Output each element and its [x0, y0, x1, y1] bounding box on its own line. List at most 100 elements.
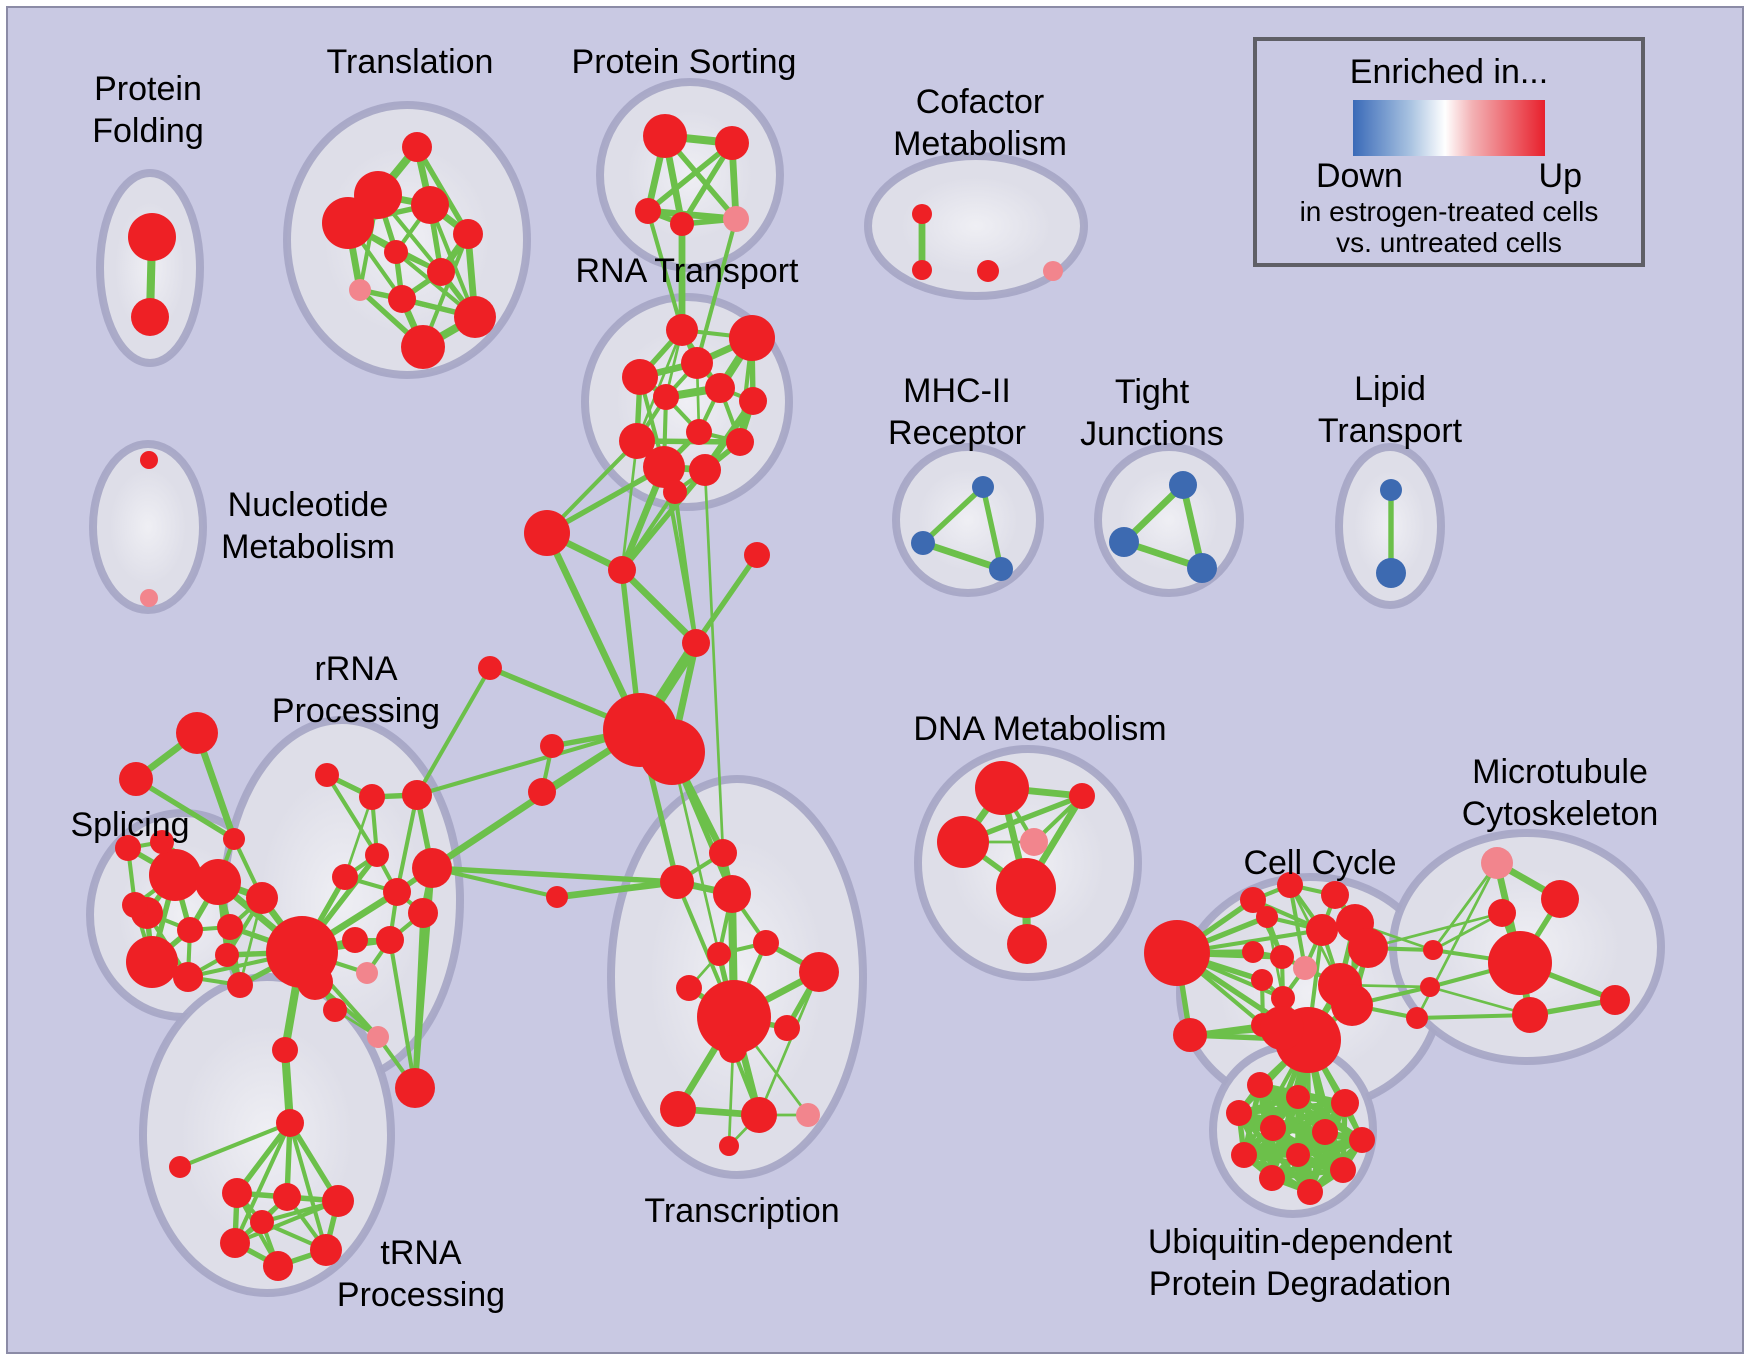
geneset-node-rna-transport[interactable] — [622, 359, 658, 395]
geneset-node-connectors[interactable] — [682, 629, 710, 657]
geneset-node-rna-transport[interactable] — [705, 373, 735, 403]
geneset-node-cell-cycle[interactable] — [1260, 1006, 1304, 1050]
geneset-node-rrna-processing[interactable] — [376, 926, 404, 954]
geneset-node-cofactor-metabolism[interactable] — [912, 204, 932, 224]
geneset-node-connectors[interactable] — [176, 712, 218, 754]
geneset-node-rrna-processing[interactable] — [365, 843, 389, 867]
geneset-node-ubiquitin-degradation[interactable] — [1259, 1165, 1285, 1191]
geneset-node-translation[interactable] — [427, 258, 455, 286]
geneset-node-splicing[interactable] — [215, 943, 239, 967]
geneset-node-cofactor-metabolism[interactable] — [977, 260, 999, 282]
geneset-node-splicing[interactable] — [195, 859, 241, 905]
geneset-node-trna-processing[interactable] — [322, 1185, 354, 1217]
geneset-node-ubiquitin-degradation[interactable] — [1286, 1085, 1310, 1109]
geneset-node-lipid-transport[interactable] — [1380, 479, 1402, 501]
geneset-node-transcription[interactable] — [796, 1103, 820, 1127]
geneset-node-transcription[interactable] — [774, 1015, 800, 1041]
geneset-node-transcription[interactable] — [709, 839, 737, 867]
geneset-node-connectors[interactable] — [546, 886, 568, 908]
geneset-node-rna-transport[interactable] — [686, 419, 712, 445]
geneset-node-rna-transport[interactable] — [653, 384, 679, 410]
geneset-node-transcription[interactable] — [753, 930, 779, 956]
geneset-node-microtubule-cytoskeleton[interactable] — [1600, 985, 1630, 1015]
geneset-node-translation[interactable] — [402, 132, 432, 162]
geneset-node-tight-junctions[interactable] — [1109, 527, 1139, 557]
geneset-node-translation[interactable] — [453, 219, 483, 249]
geneset-node-protein-sorting[interactable] — [723, 206, 749, 232]
geneset-node-rna-transport[interactable] — [643, 446, 685, 488]
geneset-node-cell-cycle[interactable] — [1240, 887, 1266, 913]
geneset-node-translation[interactable] — [384, 240, 408, 264]
geneset-node-dna-metabolism[interactable] — [1020, 828, 1048, 856]
geneset-node-cell-cycle[interactable] — [1331, 984, 1373, 1026]
geneset-node-transcription[interactable] — [697, 980, 771, 1054]
geneset-node-ubiquitin-degradation[interactable] — [1349, 1127, 1375, 1153]
geneset-node-rrna-processing[interactable] — [408, 898, 438, 928]
geneset-node-splicing[interactable] — [227, 972, 253, 998]
geneset-node-connectors[interactable] — [223, 828, 245, 850]
geneset-node-ubiquitin-degradation[interactable] — [1312, 1119, 1338, 1145]
geneset-node-dna-metabolism[interactable] — [1007, 924, 1047, 964]
geneset-node-translation[interactable] — [411, 186, 449, 224]
geneset-node-rrna-processing[interactable] — [367, 1026, 389, 1048]
geneset-node-rna-transport[interactable] — [726, 428, 754, 456]
geneset-node-transcription[interactable] — [719, 1035, 747, 1063]
geneset-node-trna-processing[interactable] — [276, 1109, 304, 1137]
geneset-node-splicing[interactable] — [122, 892, 148, 918]
geneset-node-ubiquitin-degradation[interactable] — [1260, 1115, 1286, 1141]
geneset-node-rna-transport[interactable] — [689, 454, 721, 486]
geneset-node-trna-processing[interactable] — [169, 1156, 191, 1178]
geneset-node-connectors[interactable] — [528, 778, 556, 806]
geneset-node-rrna-processing[interactable] — [315, 763, 339, 787]
geneset-node-rna-transport[interactable] — [619, 423, 655, 459]
geneset-node-microtubule-cytoskeleton[interactable] — [1488, 899, 1516, 927]
geneset-node-connectors[interactable] — [639, 719, 705, 785]
geneset-node-cell-cycle[interactable] — [1242, 941, 1264, 963]
geneset-node-trna-processing[interactable] — [250, 1210, 274, 1234]
geneset-node-microtubule-cytoskeleton[interactable] — [1423, 940, 1443, 960]
geneset-node-mhc-ii-receptor[interactable] — [911, 531, 935, 555]
geneset-node-microtubule-cytoskeleton[interactable] — [1541, 880, 1579, 918]
geneset-node-rrna-processing[interactable] — [323, 998, 347, 1022]
geneset-node-transcription[interactable] — [741, 1097, 777, 1133]
geneset-node-cofactor-metabolism[interactable] — [912, 260, 932, 280]
geneset-node-protein-sorting[interactable] — [643, 114, 687, 158]
geneset-node-rna-transport[interactable] — [666, 314, 698, 346]
geneset-node-dna-metabolism[interactable] — [996, 858, 1056, 918]
geneset-node-splicing[interactable] — [246, 882, 278, 914]
geneset-node-cell-cycle[interactable] — [1256, 906, 1278, 928]
geneset-node-cell-cycle[interactable] — [1321, 881, 1349, 909]
geneset-node-transcription[interactable] — [713, 875, 751, 913]
geneset-node-ubiquitin-degradation[interactable] — [1286, 1143, 1310, 1167]
geneset-node-splicing[interactable] — [173, 962, 203, 992]
geneset-node-connectors[interactable] — [744, 542, 770, 568]
geneset-node-ubiquitin-degradation[interactable] — [1226, 1100, 1252, 1126]
geneset-node-trna-processing[interactable] — [310, 1234, 342, 1266]
geneset-node-cell-cycle[interactable] — [1270, 945, 1294, 969]
geneset-node-transcription[interactable] — [660, 1091, 696, 1127]
geneset-node-rrna-processing[interactable] — [342, 927, 368, 953]
geneset-node-cell-cycle[interactable] — [1348, 928, 1388, 968]
geneset-node-microtubule-cytoskeleton[interactable] — [1406, 1007, 1428, 1029]
geneset-node-translation[interactable] — [388, 285, 416, 313]
geneset-node-translation[interactable] — [454, 296, 496, 338]
geneset-node-cell-cycle[interactable] — [1173, 1018, 1207, 1052]
geneset-node-cell-cycle[interactable] — [1306, 914, 1338, 946]
geneset-node-cell-cycle[interactable] — [1277, 872, 1303, 898]
geneset-node-protein-sorting[interactable] — [715, 126, 749, 160]
geneset-node-translation[interactable] — [401, 325, 445, 369]
geneset-node-rna-transport[interactable] — [739, 387, 767, 415]
geneset-node-trna-processing[interactable] — [273, 1183, 301, 1211]
geneset-node-transcription[interactable] — [676, 975, 702, 1001]
geneset-node-mhc-ii-receptor[interactable] — [989, 557, 1013, 581]
geneset-node-transcription[interactable] — [707, 942, 731, 966]
geneset-node-cell-cycle[interactable] — [1293, 956, 1317, 980]
geneset-node-rrna-processing[interactable] — [332, 864, 358, 890]
geneset-node-cell-cycle[interactable] — [1251, 969, 1273, 991]
geneset-node-connectors[interactable] — [478, 656, 502, 680]
geneset-node-ubiquitin-degradation[interactable] — [1247, 1072, 1273, 1098]
geneset-node-ubiquitin-degradation[interactable] — [1297, 1179, 1323, 1205]
geneset-node-translation[interactable] — [322, 197, 374, 249]
geneset-node-microtubule-cytoskeleton[interactable] — [1488, 931, 1552, 995]
geneset-node-rrna-processing[interactable] — [297, 964, 333, 1000]
